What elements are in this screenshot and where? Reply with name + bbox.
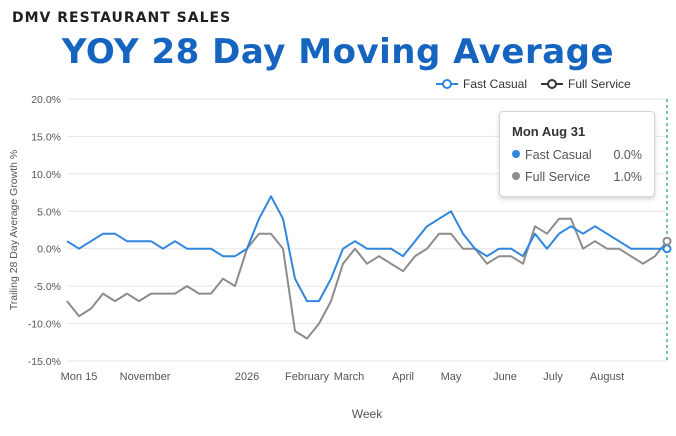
x-axis-label: Week (352, 407, 383, 421)
y-tick-label: 15.0% (31, 131, 61, 143)
hover-points (662, 236, 672, 254)
x-tick-label: March (334, 371, 365, 383)
tooltip-label: Fast Casual (525, 148, 592, 162)
tooltip-row-full-service: Full Service 1.0% (512, 170, 642, 184)
x-tick-label: June (493, 371, 517, 383)
series-line-fast-casual (66, 195, 667, 303)
y-tick-label: 20.0% (31, 94, 61, 106)
legend: Fast Casual Full Service (436, 77, 631, 91)
tooltip-label: Full Service (525, 170, 591, 184)
y-tick-label: -5.0% (34, 281, 61, 293)
hover-tooltip: Mon Aug 31 Fast Casual 0.0% Full Service 1… (499, 111, 655, 197)
chart-kicker: DMV RESTAURANT SALES (12, 10, 232, 26)
legend-label: Full Service (568, 77, 631, 91)
x-tick-label: April (392, 371, 414, 383)
x-tick-label: February (285, 371, 330, 383)
x-tick-label: November (120, 371, 171, 383)
legend-marker-icon (442, 79, 452, 89)
legend-label: Fast Casual (463, 77, 527, 91)
y-axis-ticks: -15.0% -10.0% -5.0% 0.0% 5.0% 10.0% 15.0% 20.0% (28, 94, 61, 368)
chart-title: YOY 28 Day Moving Average (61, 32, 615, 72)
y-tick-label: 10.0% (31, 169, 61, 181)
fast-casual-dot-icon (512, 150, 520, 158)
x-axis-ticks: Mon 15 November 2026 February March April May J… (61, 371, 624, 383)
tooltip-row-fast-casual: Fast Casual 0.0% (512, 148, 642, 162)
hover-point (662, 244, 672, 254)
series-line-full-service (66, 217, 668, 340)
legend-item: Full Service (541, 77, 631, 91)
y-tick-label: -10.0% (28, 319, 61, 331)
y-tick-label: -15.0% (28, 356, 61, 368)
x-tick-label: Mon 15 (61, 371, 98, 383)
series-lines (66, 195, 668, 340)
x-tick-label: May (441, 371, 462, 383)
x-tick-label: July (543, 371, 563, 383)
y-axis-label: Trailing 28 Day Average Growth % (8, 150, 20, 311)
y-tick-label: 0.0% (37, 244, 61, 256)
tooltip-value: 0.0% (613, 148, 643, 162)
hover-point (662, 236, 672, 246)
y-tick-label: 5.0% (37, 206, 61, 218)
x-tick-label: 2026 (235, 371, 259, 383)
legend-marker-icon (547, 79, 557, 89)
tooltip-title: Mon Aug 31 (512, 124, 586, 139)
legend-item: Fast Casual (436, 77, 527, 91)
full-service-dot-icon (512, 172, 520, 180)
x-tick-label: August (590, 371, 624, 383)
tooltip-value: 1.0% (613, 170, 643, 184)
grid-lines (67, 98, 667, 362)
